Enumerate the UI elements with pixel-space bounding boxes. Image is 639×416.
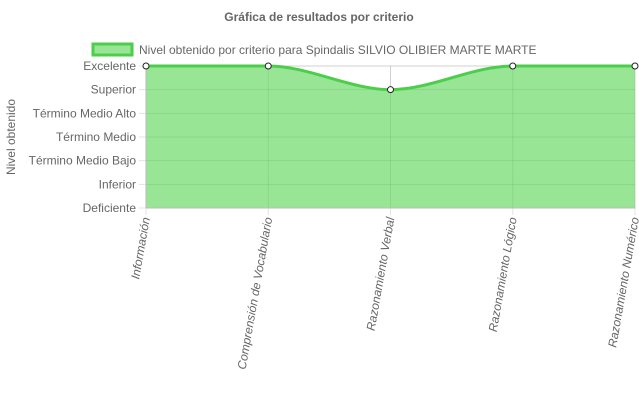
data-point[interactable] xyxy=(631,62,639,70)
data-point[interactable] xyxy=(509,62,517,70)
legend[interactable]: Nivel obtenido por criterio para Spindal… xyxy=(91,42,537,57)
data-point[interactable] xyxy=(264,62,272,70)
data-point[interactable] xyxy=(387,86,394,94)
x-tick-label: Razonamiento Numérico xyxy=(605,216,639,349)
legend-swatch xyxy=(91,42,134,57)
chart-title: Gráfica de resultados por criterio xyxy=(224,10,413,24)
y-tick-label: Término Medio xyxy=(56,130,136,144)
y-tick-label: Término Medio Alto xyxy=(33,106,137,120)
x-tick-label: Razonamiento Lógico xyxy=(486,216,520,333)
y-axis-ticks: Deficiente Inferior Término Medio Bajo Térm… xyxy=(29,59,137,215)
y-tick-label: Deficiente xyxy=(83,201,137,215)
legend-label: Nivel obtenido por criterio para Spindal… xyxy=(139,43,537,57)
data-points xyxy=(142,62,639,94)
x-tick-label: Razonamiento Verbal xyxy=(364,216,398,332)
y-tick-label: Término Medio Bajo xyxy=(29,154,137,168)
data-point[interactable] xyxy=(142,62,150,70)
y-axis-title: Nivel obtenido xyxy=(4,99,18,175)
area-fill xyxy=(146,66,635,208)
y-tick-label: Excelente xyxy=(83,59,136,73)
y-tick-label: Inferior xyxy=(99,177,136,191)
y-tick-label: Superior xyxy=(91,83,136,97)
x-tick-label: Comprensión de Vocabulario xyxy=(235,216,276,371)
x-tick-label: Información xyxy=(128,216,153,280)
x-axis-ticks: Información Comprensión de Vocabulario Raz… xyxy=(128,216,639,371)
